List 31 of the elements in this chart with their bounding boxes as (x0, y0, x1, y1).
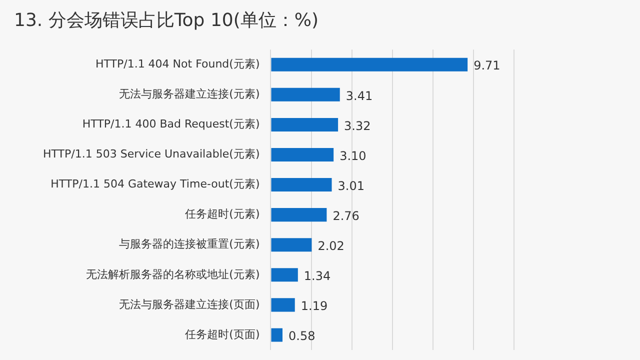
bar (271, 88, 340, 102)
y-tick-label: 无法与服务器建立连接(页面) (119, 298, 260, 311)
data-label: 1.34 (304, 269, 331, 284)
y-tick-label: HTTP/1.1 504 Gateway Time-out(元素) (50, 178, 260, 191)
bar (271, 118, 338, 132)
bar (271, 238, 312, 252)
data-label: 3.41 (346, 88, 373, 103)
y-tick-label: 任务超时(页面) (184, 328, 260, 341)
bar (271, 58, 468, 72)
bar (271, 268, 298, 282)
y-tick-label: 与服务器的连接被重置(元素) (119, 238, 260, 251)
y-tick-label: 无法解析服务器的名称或地址(元素) (86, 268, 260, 281)
y-tick-label: HTTP/1.1 400 Bad Request(元素) (82, 118, 260, 131)
chart-title: 13. 分会场错误占比Top 10(单位：%) (14, 9, 318, 32)
data-label: 0.58 (288, 329, 316, 344)
y-tick-label: 任务超时(元素) (184, 208, 260, 221)
data-label: 3.01 (338, 178, 364, 193)
data-label: 1.19 (300, 299, 328, 314)
data-label: 2.02 (318, 238, 344, 253)
data-label: 2.76 (332, 208, 360, 223)
bar (271, 148, 334, 162)
data-label: 9.71 (474, 58, 500, 73)
data-label: 3.32 (344, 118, 371, 133)
data-label: 3.10 (340, 148, 366, 163)
y-tick-label: HTTP/1.1 404 Not Found(元素) (95, 57, 260, 70)
bar (271, 298, 295, 312)
bar (271, 328, 283, 342)
bar (271, 208, 327, 222)
bar (271, 178, 332, 192)
y-tick-label: 无法与服务器建立连接(元素) (119, 88, 260, 101)
y-tick-label: HTTP/1.1 503 Service Unavailable(元素) (42, 148, 260, 161)
